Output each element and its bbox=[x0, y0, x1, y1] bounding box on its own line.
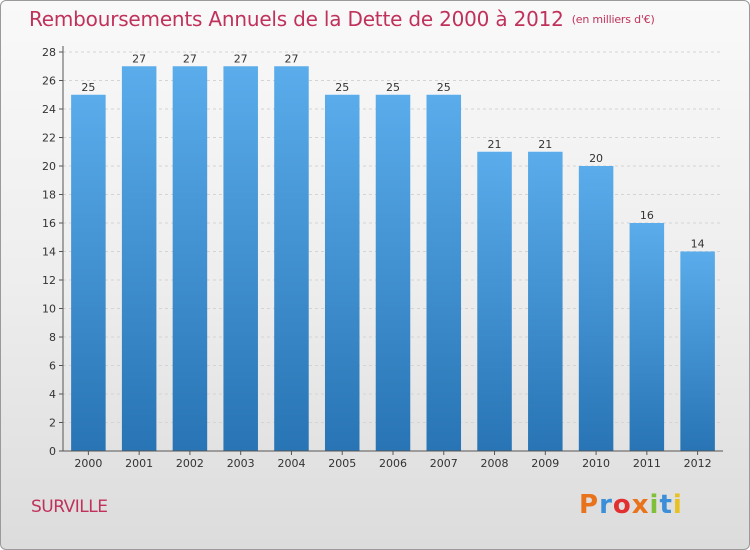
proxiti-logo[interactable]: Proxiti bbox=[579, 490, 683, 520]
x-tick-label: 2008 bbox=[481, 457, 509, 470]
x-tick-label: 2007 bbox=[430, 457, 458, 470]
data-label: 21 bbox=[538, 138, 552, 151]
logo-letter: P bbox=[579, 490, 600, 520]
x-tick-label: 2003 bbox=[227, 457, 255, 470]
data-label: 20 bbox=[589, 152, 603, 165]
data-label: 16 bbox=[640, 209, 654, 222]
bar bbox=[121, 66, 157, 451]
bar bbox=[477, 151, 512, 451]
bar bbox=[172, 66, 208, 451]
data-label: 25 bbox=[335, 81, 349, 94]
data-label: 27 bbox=[132, 52, 146, 65]
y-tick-label: 6 bbox=[49, 360, 56, 373]
chart-title: Remboursements Annuels de la Dette de 20… bbox=[29, 7, 655, 31]
x-tick-label: 2005 bbox=[328, 457, 356, 470]
bar bbox=[274, 66, 309, 451]
logo-letter: r bbox=[599, 490, 613, 520]
bars bbox=[71, 66, 715, 451]
data-label: 27 bbox=[284, 52, 298, 65]
y-tick-label: 12 bbox=[42, 274, 56, 287]
x-tick-label: 2002 bbox=[176, 457, 204, 470]
logo-letter: i bbox=[672, 490, 683, 520]
bar bbox=[528, 151, 563, 451]
logo-letter: t bbox=[659, 490, 673, 520]
bar bbox=[324, 94, 360, 451]
bar bbox=[223, 66, 258, 451]
x-tick-label: 2004 bbox=[277, 457, 305, 470]
y-tick-label: 24 bbox=[42, 103, 56, 116]
chart-title-text: Remboursements Annuels de la Dette de 20… bbox=[29, 7, 564, 31]
bar bbox=[578, 166, 614, 451]
y-tick-label: 28 bbox=[42, 46, 56, 59]
y-tick-label: 26 bbox=[42, 75, 56, 88]
y-tick-label: 14 bbox=[42, 246, 56, 259]
y-tick-label: 0 bbox=[49, 445, 56, 458]
x-tick-label: 2011 bbox=[633, 457, 661, 470]
data-label: 14 bbox=[691, 238, 705, 251]
bar bbox=[426, 94, 462, 451]
y-tick-label: 2 bbox=[49, 417, 56, 430]
x-tick-label: 2006 bbox=[379, 457, 407, 470]
data-label: 27 bbox=[183, 52, 197, 65]
bar bbox=[71, 94, 106, 451]
y-tick-label: 4 bbox=[49, 388, 56, 401]
bar bbox=[680, 251, 715, 451]
data-label: 21 bbox=[488, 138, 502, 151]
logo-letter: i bbox=[649, 490, 660, 520]
logo-letter: o bbox=[612, 490, 632, 520]
y-tick-label: 10 bbox=[42, 303, 56, 316]
x-tick-label: 2000 bbox=[74, 457, 102, 470]
commune-name: SURVILLE bbox=[31, 497, 108, 517]
data-label: 25 bbox=[437, 81, 451, 94]
x-tick-label: 2012 bbox=[684, 457, 712, 470]
x-tick-label: 2009 bbox=[531, 457, 559, 470]
bar bbox=[629, 223, 665, 451]
x-tick-label: 2010 bbox=[582, 457, 610, 470]
bar bbox=[375, 94, 411, 451]
data-label: 25 bbox=[386, 81, 400, 94]
y-tick-label: 22 bbox=[42, 132, 56, 145]
data-label: 25 bbox=[81, 81, 95, 94]
x-tick-label: 2001 bbox=[125, 457, 153, 470]
logo-letter: x bbox=[631, 490, 650, 520]
data-labels: 25 27 27 27 27 25 25 25 21 21 20 16 14 bbox=[81, 52, 704, 250]
y-tick-label: 16 bbox=[42, 217, 56, 230]
y-tick-label: 20 bbox=[42, 160, 56, 173]
chart-unit: (en milliers d'€) bbox=[571, 13, 655, 26]
y-tick-label: 18 bbox=[42, 189, 56, 202]
data-label: 27 bbox=[234, 52, 248, 65]
y-tick-label: 8 bbox=[49, 331, 56, 344]
